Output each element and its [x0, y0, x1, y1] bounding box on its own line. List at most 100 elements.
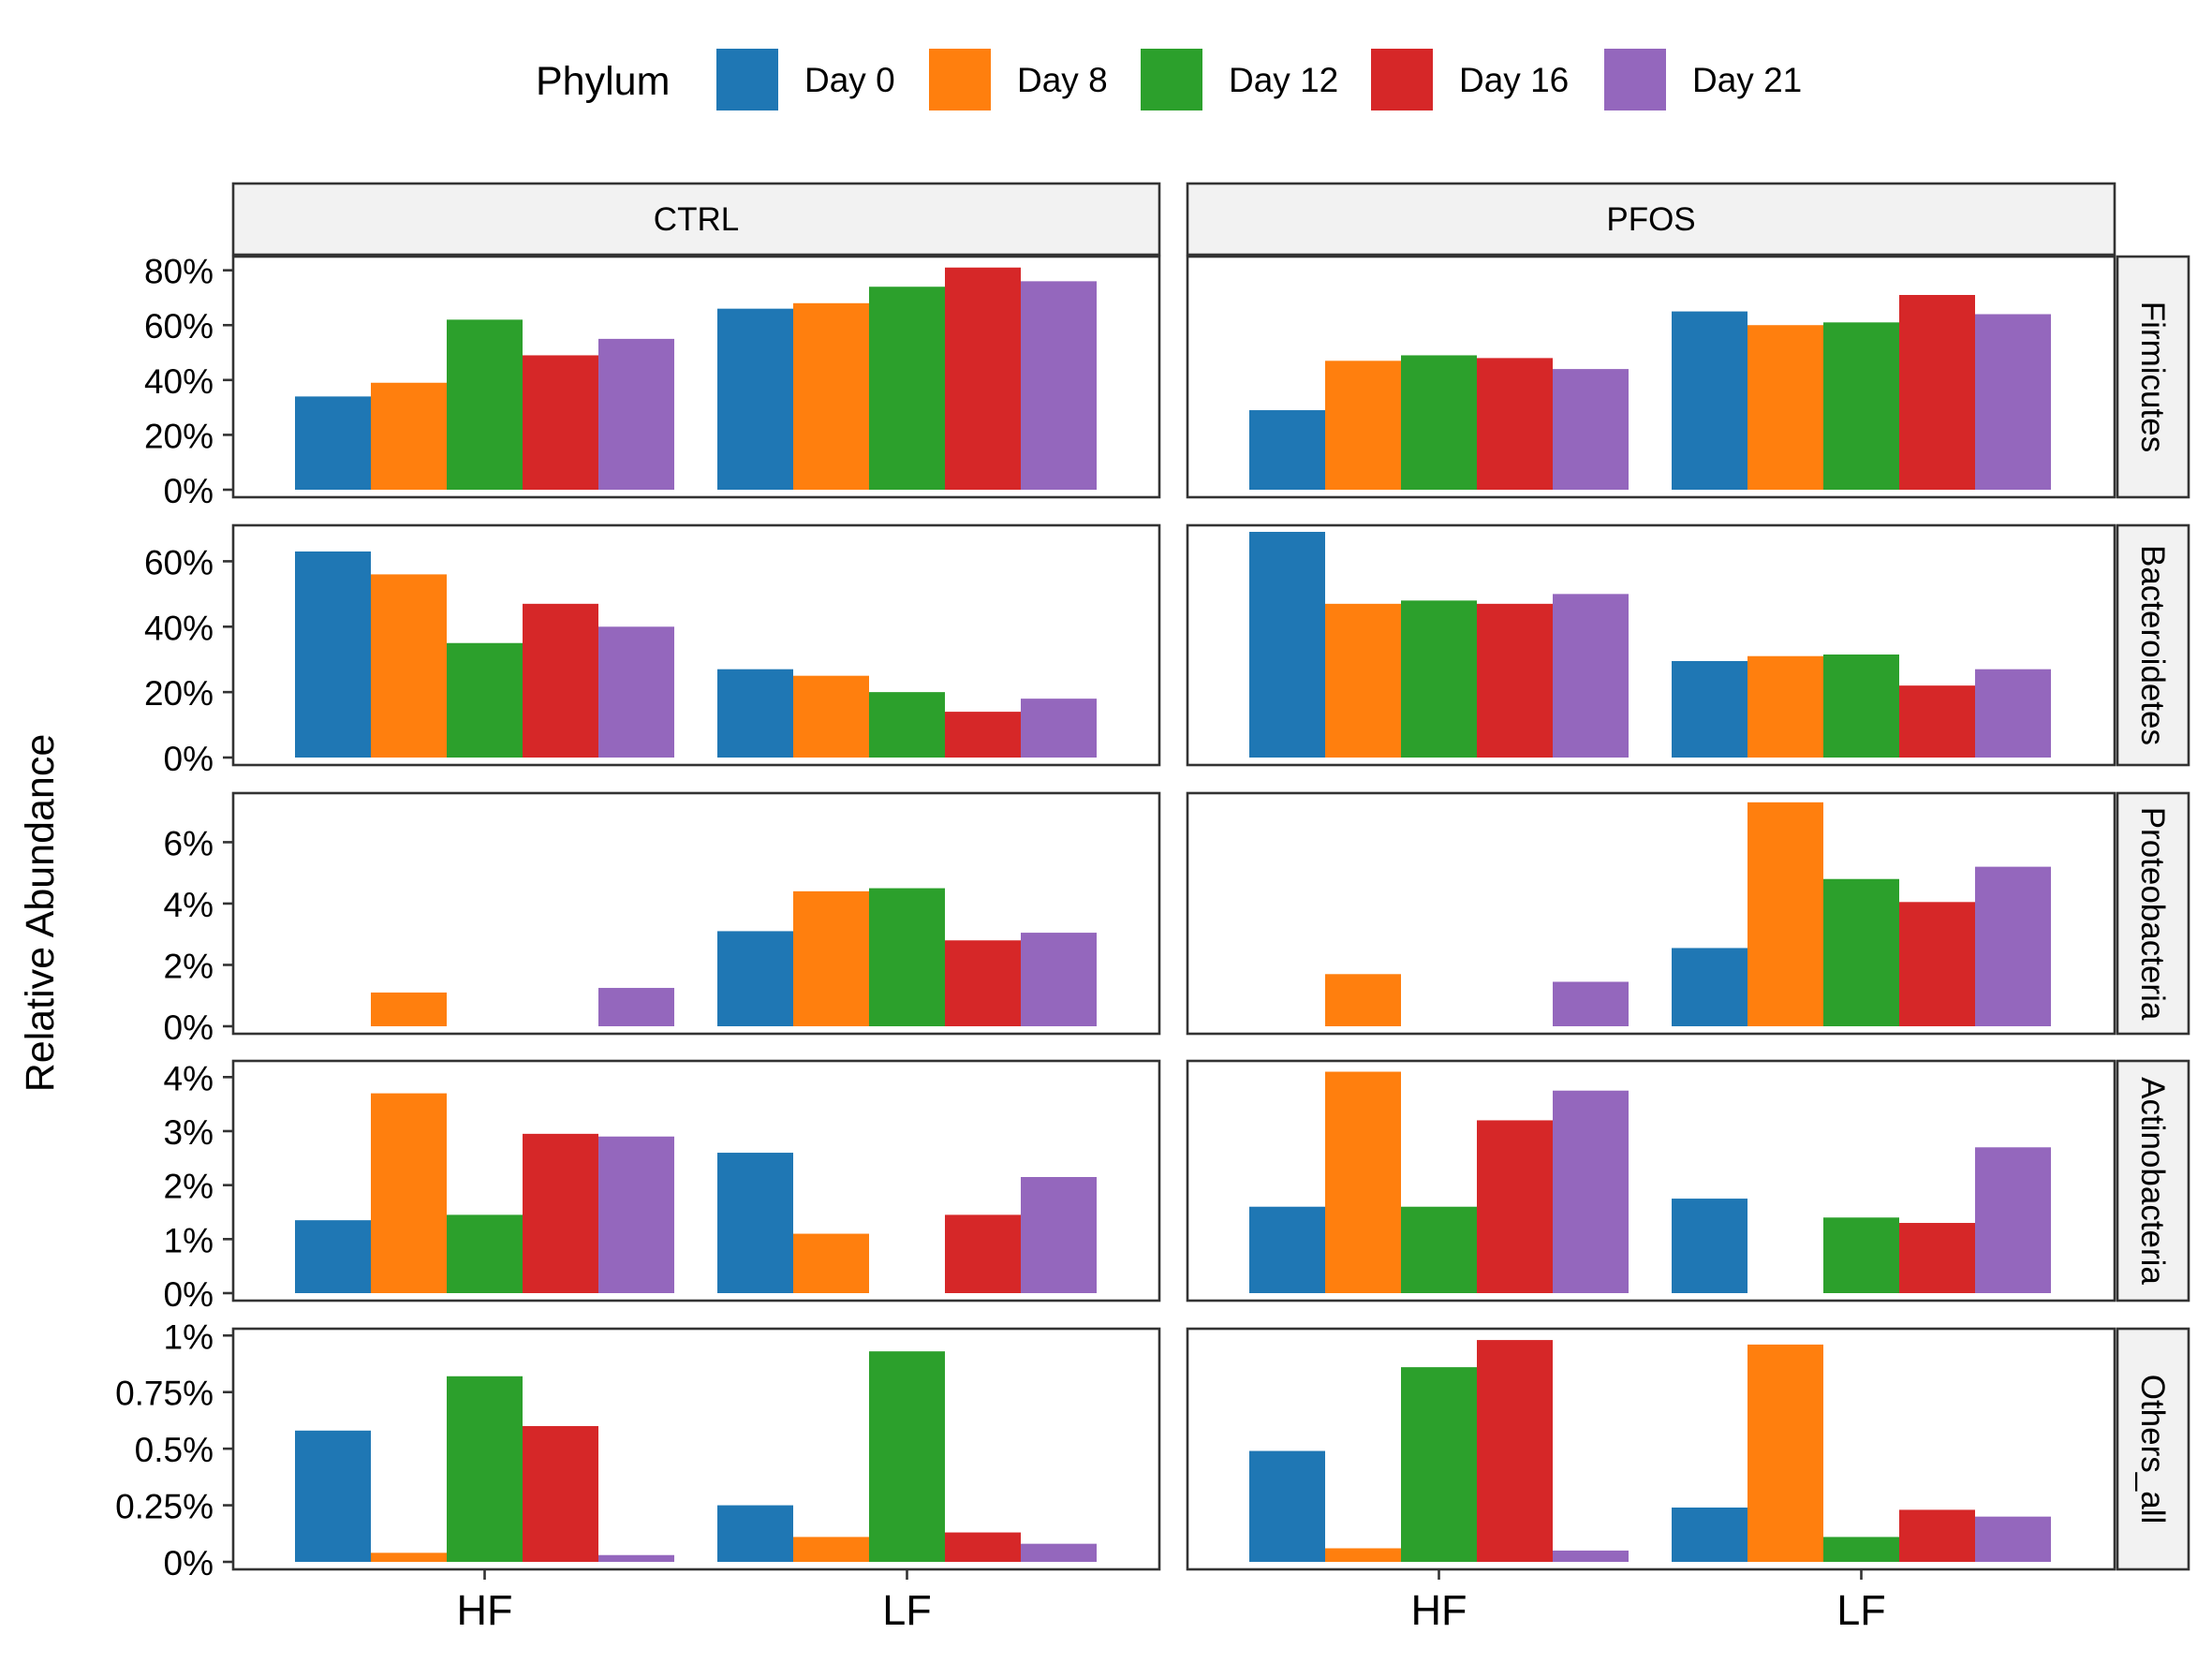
x-tick-label-ctrl-lf: LF: [882, 1586, 932, 1634]
bar-pfos-actinobacteria-hf-day-0: [1249, 1206, 1325, 1293]
bar-pfos-bacteroidetes-lf-day-8: [1747, 655, 1823, 758]
bar-pfos-actinobacteria-hf-day-16: [1477, 1120, 1553, 1293]
panel-border-pfos-bacteroidetes: [1186, 523, 2116, 767]
column-strip-ctrl: [231, 182, 1161, 257]
bar-pfos-proteobacteria-lf-day-21: [1975, 866, 2051, 1026]
bar-pfos-others-all-lf-day-8: [1747, 1344, 1823, 1562]
bar-ctrl-others-all-lf-day-12: [869, 1351, 945, 1562]
bar-ctrl-actinobacteria-hf-day-12: [447, 1214, 523, 1293]
y-tick-label-proteobacteria-1: 2%: [164, 947, 214, 985]
x-tick-label-pfos-lf: LF: [1836, 1586, 1886, 1634]
y-tick-label-proteobacteria-0: 0%: [164, 1008, 214, 1047]
bar-pfos-proteobacteria-hf-day-21: [1553, 981, 1629, 1026]
legend-swatch-day-0: [716, 49, 778, 110]
bar-pfos-bacteroidetes-hf-day-12: [1401, 600, 1477, 758]
bar-ctrl-actinobacteria-lf-day-16: [945, 1214, 1021, 1293]
column-strip-pfos: [1186, 182, 2116, 257]
row-strip-actinobacteria: [2116, 1059, 2190, 1302]
legend-swatch-day-12: [1141, 49, 1202, 110]
panel-border-pfos-others-all: [1186, 1327, 2116, 1571]
bar-ctrl-proteobacteria-lf-day-12: [869, 888, 945, 1026]
panel-ctrl-bacteroidetes: [231, 523, 1161, 767]
bar-pfos-bacteroidetes-hf-day-21: [1553, 594, 1629, 758]
panel-pfos-firmicutes: [1186, 255, 2116, 499]
bar-ctrl-bacteroidetes-hf-day-0: [295, 551, 371, 758]
panel-ctrl-actinobacteria: [231, 1059, 1161, 1302]
y-tick-label-actinobacteria-2: 2%: [164, 1168, 214, 1206]
bar-pfos-proteobacteria-lf-day-12: [1823, 878, 1899, 1026]
bar-ctrl-proteobacteria-lf-day-8: [793, 890, 869, 1026]
legend-label-day-0: Day 0: [804, 61, 895, 99]
panel-border-ctrl-firmicutes: [231, 255, 1161, 499]
bar-pfos-actinobacteria-lf-day-12: [1823, 1217, 1899, 1293]
bar-ctrl-firmicutes-hf-day-21: [598, 338, 674, 490]
bar-ctrl-proteobacteria-lf-day-0: [717, 931, 793, 1026]
bar-ctrl-others-all-hf-day-0: [295, 1430, 371, 1562]
y-tick-label-proteobacteria-2: 4%: [164, 886, 214, 924]
bar-pfos-others-all-hf-day-12: [1401, 1367, 1477, 1562]
bar-pfos-others-all-hf-day-8: [1325, 1548, 1401, 1562]
bar-pfos-actinobacteria-lf-day-16: [1899, 1223, 1975, 1293]
bar-ctrl-actinobacteria-lf-day-0: [717, 1153, 793, 1293]
y-tick-label-actinobacteria-4: 4%: [164, 1059, 214, 1097]
bar-ctrl-others-all-hf-day-21: [598, 1554, 674, 1562]
bar-pfos-firmicutes-hf-day-0: [1249, 410, 1325, 490]
row-strip-firmicutes: [2116, 255, 2190, 499]
bar-pfos-firmicutes-hf-day-21: [1553, 369, 1629, 490]
y-tick-label-firmicutes-4: 80%: [144, 253, 214, 291]
bar-ctrl-actinobacteria-hf-day-21: [598, 1136, 674, 1293]
row-strip-label-firmicutes: Firmicutes: [2134, 302, 2171, 452]
row-strip-bacteroidetes: [2116, 523, 2190, 767]
bar-ctrl-firmicutes-lf-day-16: [945, 267, 1021, 490]
bar-pfos-bacteroidetes-lf-day-0: [1672, 660, 1747, 758]
bar-ctrl-others-all-hf-day-12: [447, 1376, 523, 1562]
bar-pfos-firmicutes-lf-day-8: [1747, 325, 1823, 490]
bar-pfos-proteobacteria-lf-day-16: [1899, 902, 1975, 1026]
panel-border-ctrl-bacteroidetes: [231, 523, 1161, 767]
bar-ctrl-bacteroidetes-lf-day-21: [1021, 699, 1097, 758]
bar-ctrl-firmicutes-lf-day-21: [1021, 281, 1097, 490]
bar-ctrl-bacteroidetes-hf-day-16: [523, 603, 598, 758]
bar-ctrl-firmicutes-hf-day-12: [447, 319, 523, 490]
bar-pfos-others-all-hf-day-0: [1249, 1450, 1325, 1562]
column-strip-label-ctrl: CTRL: [654, 201, 739, 238]
legend-swatch-day-21: [1604, 49, 1666, 110]
bar-ctrl-firmicutes-hf-day-16: [523, 355, 598, 490]
legend-title: Phylum: [536, 59, 670, 104]
bar-pfos-bacteroidetes-lf-day-16: [1899, 685, 1975, 758]
row-strip-proteobacteria: [2116, 791, 2190, 1036]
facet-panels: [231, 255, 2116, 1571]
row-strip-label-proteobacteria: Proteobacteria: [2134, 807, 2171, 1021]
legend-label-day-12: Day 12: [1229, 61, 1338, 99]
y-tick-label-proteobacteria-3: 6%: [164, 824, 214, 862]
bar-ctrl-others-all-hf-day-16: [523, 1425, 598, 1562]
legend-label-day-8: Day 8: [1017, 61, 1108, 99]
bar-pfos-others-all-hf-day-16: [1477, 1340, 1553, 1562]
bar-ctrl-firmicutes-lf-day-8: [793, 302, 869, 490]
bar-ctrl-bacteroidetes-hf-day-12: [447, 642, 523, 758]
bar-ctrl-bacteroidetes-hf-day-8: [371, 574, 447, 758]
y-tick-label-bacteroidetes-2: 40%: [144, 609, 214, 647]
bar-ctrl-firmicutes-hf-day-0: [295, 396, 371, 490]
bar-ctrl-bacteroidetes-hf-day-21: [598, 626, 674, 758]
bar-ctrl-others-all-lf-day-0: [717, 1505, 793, 1562]
y-tick-label-bacteroidetes-3: 60%: [144, 543, 214, 581]
row-strip-label-bacteroidetes: Bacteroidetes: [2134, 545, 2171, 745]
panel-ctrl-others-all: [231, 1327, 1161, 1571]
bar-ctrl-actinobacteria-lf-day-21: [1021, 1177, 1097, 1293]
bar-pfos-others-all-lf-day-12: [1823, 1537, 1899, 1562]
bar-pfos-firmicutes-lf-day-0: [1672, 311, 1747, 490]
y-tick-label-bacteroidetes-1: 20%: [144, 674, 214, 713]
y-tick-label-firmicutes-3: 60%: [144, 307, 214, 346]
panel-border-pfos-firmicutes: [1186, 255, 2116, 499]
bar-pfos-firmicutes-hf-day-16: [1477, 358, 1553, 490]
y-tick-label-firmicutes-1: 20%: [144, 417, 214, 455]
row-strip-label-actinobacteria: Actinobacteria: [2134, 1077, 2171, 1285]
legend: Phylum Day 0 Day 8 Day 12 Day 16 Day 21: [536, 49, 1802, 110]
bar-pfos-actinobacteria-lf-day-0: [1672, 1199, 1747, 1293]
panel-border-ctrl-proteobacteria: [231, 791, 1161, 1036]
bar-pfos-actinobacteria-lf-day-21: [1975, 1147, 2051, 1293]
bar-ctrl-bacteroidetes-lf-day-8: [793, 675, 869, 758]
bar-ctrl-others-all-hf-day-8: [371, 1553, 447, 1562]
